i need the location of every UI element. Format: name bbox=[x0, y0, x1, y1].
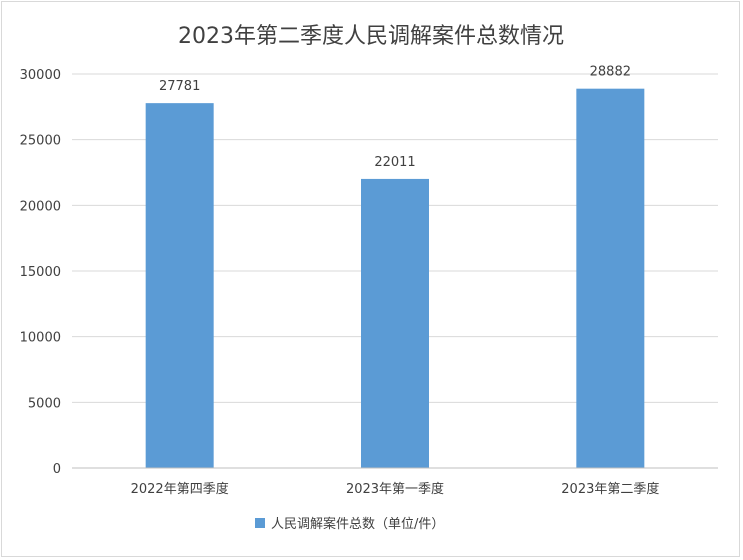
data-label: 27781 bbox=[159, 79, 200, 94]
chart-title: 2023年第二季度人民调解案件总数情况 bbox=[178, 24, 564, 49]
x-tick-label: 2023年第一季度 bbox=[346, 481, 444, 497]
bars: 27781 22011 28882 bbox=[145, 65, 645, 469]
legend: 人民调解案件总数（单位/件） bbox=[255, 517, 444, 532]
y-tick-label: 30000 bbox=[20, 68, 61, 83]
legend-label: 人民调解案件总数（单位/件） bbox=[271, 517, 444, 532]
bar bbox=[576, 88, 645, 468]
x-axis: 2022年第四季度 2023年第一季度 2023年第二季度 bbox=[72, 467, 718, 497]
bar bbox=[145, 103, 214, 468]
y-axis: 0 5000 10000 15000 20000 25000 30000 bbox=[20, 68, 61, 477]
y-tick-label: 10000 bbox=[20, 331, 61, 346]
data-label: 28882 bbox=[590, 65, 631, 80]
y-tick-label: 15000 bbox=[20, 265, 61, 280]
data-label: 22011 bbox=[374, 155, 415, 170]
bar bbox=[361, 178, 429, 469]
y-tick-label: 5000 bbox=[28, 396, 61, 411]
x-tick-label: 2023年第二季度 bbox=[561, 481, 659, 497]
legend-swatch bbox=[255, 518, 265, 528]
x-tick-label: 2022年第四季度 bbox=[131, 481, 229, 497]
y-tick-label: 25000 bbox=[20, 134, 61, 149]
y-tick-label: 20000 bbox=[20, 199, 61, 214]
y-tick-label: 0 bbox=[53, 462, 61, 477]
